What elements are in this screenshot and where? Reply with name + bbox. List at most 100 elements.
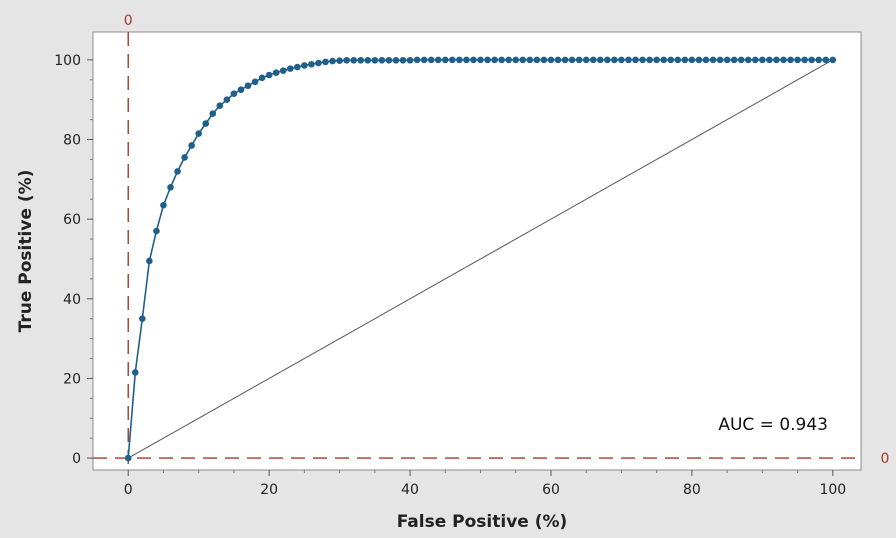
roc-point <box>547 56 555 64</box>
roc-point <box>519 56 527 64</box>
x-tick-label: 40 <box>401 482 419 498</box>
roc-point <box>315 59 322 67</box>
roc-point <box>540 56 548 64</box>
roc-point <box>498 56 505 64</box>
roc-point <box>526 56 534 64</box>
roc-point <box>695 56 703 64</box>
roc-point <box>167 183 174 191</box>
roc-point <box>681 56 689 64</box>
roc-point <box>744 56 752 64</box>
y-axis-label: True Positive (%) <box>16 170 36 333</box>
roc-point <box>801 56 808 64</box>
y-tick-label: 40 <box>63 292 81 308</box>
axis-ticks <box>87 59 834 476</box>
roc-point <box>146 257 153 265</box>
roc-point <box>279 67 287 74</box>
roc-point <box>301 62 308 69</box>
horizontal-reference-label: 0 <box>881 451 890 467</box>
roc-point <box>702 56 710 64</box>
diagonal-line <box>127 59 834 459</box>
roc-point <box>441 56 449 64</box>
roc-point <box>582 56 590 64</box>
roc-point <box>294 63 301 71</box>
roc-point <box>611 56 618 64</box>
roc-point <box>660 56 668 64</box>
y-tick-label: 60 <box>63 212 81 228</box>
roc-point <box>399 56 407 64</box>
roc-point <box>829 56 837 64</box>
roc-point <box>674 56 682 64</box>
roc-point <box>737 56 745 64</box>
roc-point <box>505 56 513 64</box>
x-tick-label: 0 <box>124 482 133 498</box>
roc-point <box>554 56 562 64</box>
roc-point <box>258 74 266 82</box>
roc-point <box>561 56 569 64</box>
roc-point <box>512 56 520 64</box>
roc-point <box>618 56 625 64</box>
roc-point <box>160 201 167 209</box>
roc-point <box>251 78 259 86</box>
roc-point <box>343 56 350 64</box>
roc-point <box>787 56 794 64</box>
roc-point <box>392 56 400 64</box>
roc-point <box>773 56 780 64</box>
roc-point <box>449 56 456 64</box>
roc-point <box>139 315 146 322</box>
roc-point <box>667 56 675 64</box>
roc-point <box>181 154 188 161</box>
roc-point <box>752 56 759 64</box>
roc-point <box>174 168 181 175</box>
roc-point <box>456 56 463 64</box>
x-tick-label: 100 <box>819 482 846 498</box>
roc-point <box>131 369 139 376</box>
roc-point <box>491 56 498 64</box>
x-axis-label: False Positive (%) <box>397 512 568 532</box>
roc-point <box>575 56 583 64</box>
roc-point <box>688 56 696 64</box>
roc-point <box>780 56 787 64</box>
roc-point <box>470 56 477 64</box>
roc-point <box>477 56 484 64</box>
tick-labels: 0 20 40 60 80 100 0 20 40 60 80 100 <box>54 53 846 498</box>
roc-point <box>420 56 428 64</box>
roc-point <box>188 142 195 149</box>
roc-point <box>244 82 252 90</box>
roc-point <box>272 69 280 76</box>
roc-point <box>223 96 231 103</box>
roc-point <box>230 90 238 98</box>
y-tick-label: 100 <box>54 53 81 69</box>
roc-point <box>195 130 202 137</box>
roc-point <box>378 56 386 64</box>
roc-series <box>124 56 837 462</box>
roc-point <box>124 454 132 462</box>
roc-point <box>153 227 160 235</box>
roc-point <box>639 56 646 64</box>
roc-point <box>730 56 738 64</box>
reference-lines: 00 <box>93 13 889 470</box>
roc-point <box>533 56 541 64</box>
y-tick-label: 20 <box>63 371 81 387</box>
x-tick-label: 80 <box>683 482 701 498</box>
roc-point <box>597 56 604 64</box>
roc-point <box>632 56 639 64</box>
roc-point <box>766 56 773 64</box>
roc-point <box>216 102 224 109</box>
roc-point <box>759 56 766 64</box>
roc-point <box>604 56 611 64</box>
auc-annotation: AUC = 0.943 <box>718 415 828 435</box>
y-tick-label: 80 <box>63 133 81 149</box>
roc-point <box>484 56 491 64</box>
roc-point <box>589 56 597 64</box>
roc-point <box>434 56 442 64</box>
roc-point <box>709 56 717 64</box>
x-tick-label: 60 <box>542 482 560 498</box>
roc-point <box>202 120 210 127</box>
roc-point <box>808 56 815 64</box>
roc-point <box>308 60 315 68</box>
x-tick-label: 20 <box>260 482 278 498</box>
roc-point <box>406 56 414 64</box>
plot-area <box>92 31 862 471</box>
roc-point <box>286 65 294 72</box>
